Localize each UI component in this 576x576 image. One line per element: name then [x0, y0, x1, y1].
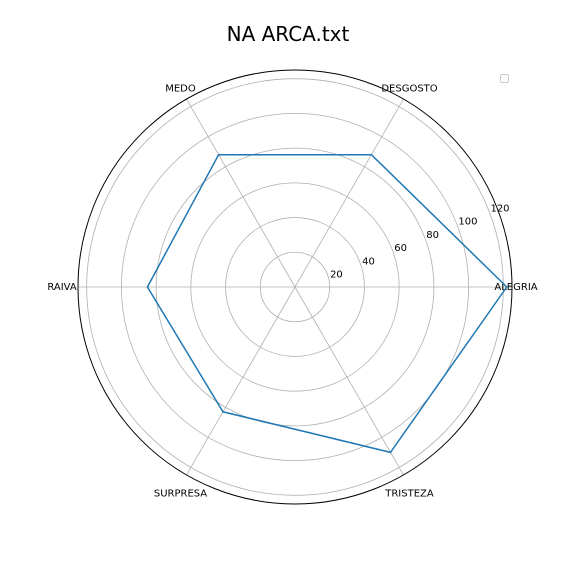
- series-line-0: [146, 153, 508, 454]
- category-label-alegria: ALEGRIA: [494, 282, 537, 293]
- radial-tick-label-100: 100: [458, 217, 477, 228]
- category-label-desgosto: DESGOSTO: [381, 84, 437, 95]
- polar-frame: [77, 69, 513, 505]
- chart-title: NA ARCA.txt: [226, 22, 350, 46]
- data-point-raiva: [146, 286, 149, 288]
- spoke-desgosto: [294, 98, 404, 288]
- data-point-alegria: [505, 286, 508, 288]
- data-point-desgosto: [370, 153, 373, 156]
- radial-tick-label-60: 60: [394, 243, 407, 254]
- radial-tick-label-40: 40: [362, 256, 375, 267]
- category-label-raiva: RAIVA: [47, 282, 77, 293]
- radial-tick-label-120: 120: [490, 203, 509, 214]
- category-label-medo: MEDO: [165, 84, 196, 95]
- spoke-tristeza: [294, 286, 404, 476]
- radial-tick-label-80: 80: [426, 230, 439, 241]
- spoke-surpresa: [186, 286, 296, 476]
- data-point-tristeza: [389, 451, 392, 454]
- data-point-surpresa: [222, 410, 224, 413]
- legend-box: [500, 74, 509, 83]
- category-label-surpresa: SURPRESA: [154, 488, 207, 499]
- radial-tick-label-20: 20: [330, 270, 343, 281]
- data-point-medo: [217, 153, 220, 156]
- spoke-medo: [186, 98, 296, 288]
- category-label-tristeza: TRISTEZA: [384, 488, 434, 499]
